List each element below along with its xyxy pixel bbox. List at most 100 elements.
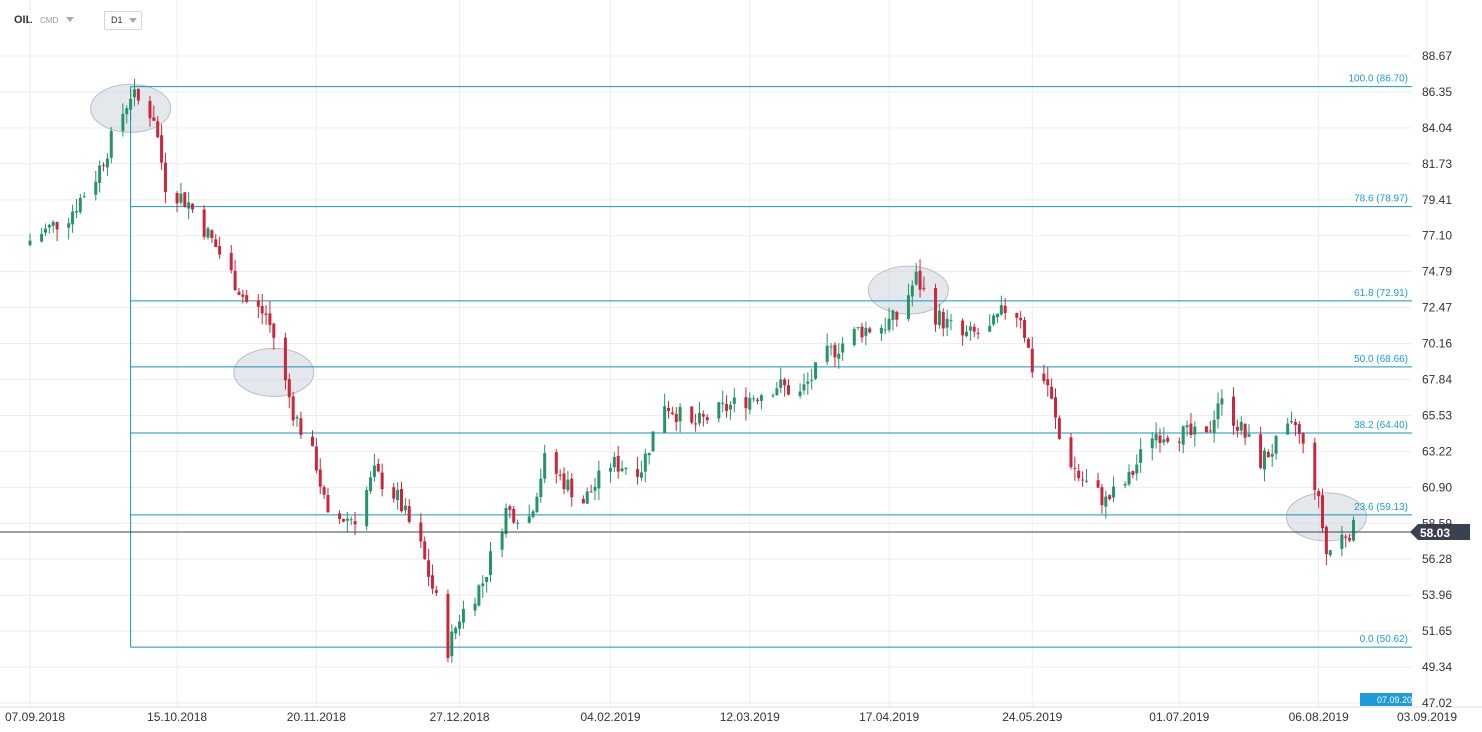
- market-label[interactable]: CMD: [40, 16, 59, 25]
- candle-up: [1212, 419, 1216, 434]
- candle-up: [752, 398, 756, 400]
- candle-down: [1166, 437, 1170, 442]
- candle-down: [1301, 433, 1305, 444]
- candle-down: [229, 252, 233, 271]
- candle-up: [906, 295, 910, 320]
- candle-down: [1053, 397, 1057, 418]
- candle-up: [678, 407, 682, 422]
- candle-down: [868, 328, 872, 333]
- candle-down: [268, 313, 272, 325]
- candle-up: [1262, 450, 1266, 470]
- price-axis[interactable]: 88.67 86.35 84.04 81.73 79.41 77.10 74.79 72.47…: [1422, 49, 1452, 710]
- candle-down: [701, 414, 705, 417]
- candle-up: [473, 603, 477, 611]
- x-tick-label: 24.05.2019: [1002, 710, 1062, 724]
- candle-down: [508, 506, 512, 510]
- symbol-label[interactable]: OIL: [14, 14, 33, 26]
- fib-level-label: 61.8 (72.91): [1354, 288, 1408, 299]
- y-tick-label: 72.47: [1422, 301, 1452, 315]
- candle-down: [1317, 490, 1321, 497]
- candle-down: [156, 121, 160, 138]
- candle-up: [179, 193, 183, 203]
- y-tick-label: 63.22: [1422, 444, 1452, 458]
- candle-down: [446, 593, 450, 659]
- candle-up: [349, 519, 353, 521]
- candle-down: [1050, 386, 1054, 399]
- candle-down: [310, 436, 314, 447]
- candle-up: [481, 583, 485, 587]
- candle-up: [643, 453, 647, 472]
- candle-down: [581, 498, 585, 504]
- chevron-down-icon: [129, 18, 137, 23]
- y-tick-label: 58.59: [1422, 516, 1452, 530]
- candle-down: [163, 162, 167, 193]
- chart-toolbar: OIL CMD D1: [0, 0, 400, 38]
- candle-up: [1193, 426, 1197, 435]
- candle-up: [539, 478, 543, 498]
- candle-down: [376, 463, 380, 472]
- candle-down: [670, 412, 674, 415]
- x-tick-label: 20.11.2018: [287, 710, 346, 724]
- candle-up: [477, 585, 481, 606]
- candle-up: [988, 325, 992, 332]
- candle-down: [667, 407, 671, 412]
- candle-down: [1232, 396, 1236, 426]
- y-tick-label: 53.96: [1422, 588, 1452, 602]
- y-tick-label: 56.28: [1422, 552, 1452, 566]
- candle-up: [856, 327, 860, 329]
- candle-up: [1150, 438, 1154, 449]
- candle-up: [543, 453, 547, 479]
- y-tick-label: 81.73: [1422, 157, 1452, 171]
- candle-down: [616, 455, 620, 472]
- candle-up: [937, 310, 941, 326]
- candle-up: [67, 223, 71, 228]
- y-tick-label: 86.35: [1422, 85, 1452, 99]
- candle-down: [1313, 442, 1317, 491]
- candle-down: [725, 404, 729, 411]
- symbol-dropdown-icon[interactable]: [66, 17, 74, 22]
- candle-down: [570, 478, 574, 498]
- candle-down: [256, 300, 260, 307]
- candle-down: [148, 101, 152, 119]
- candle-up: [396, 489, 400, 500]
- fibonacci-retracement[interactable]: 100.0 (86.70) 78.6 (78.97) 61.8 (72.91) 50.…: [130, 74, 1412, 648]
- candle-down: [918, 270, 922, 290]
- candle-up: [94, 181, 98, 195]
- candle-up: [71, 211, 75, 225]
- timeframe-select[interactable]: D1: [104, 11, 142, 30]
- x-tick-label: 04.02.2019: [580, 710, 640, 724]
- candle-down: [783, 379, 787, 386]
- current-price-value: 58.03: [1420, 526, 1450, 540]
- candle-down: [895, 312, 899, 320]
- candle-up: [1220, 398, 1224, 405]
- candle-down: [744, 397, 748, 409]
- candle-down: [1023, 320, 1027, 338]
- candle-up: [516, 522, 520, 524]
- candle-up: [964, 331, 968, 337]
- candle-down: [427, 560, 431, 577]
- candle-up: [1084, 480, 1088, 482]
- candle-up: [891, 310, 895, 321]
- candle-down: [1100, 487, 1104, 506]
- candle-down: [283, 337, 287, 381]
- time-axis[interactable]: 07.09.2018 15.10.2018 20.11.2018 27.12.2018…: [5, 710, 1457, 724]
- candle-down: [833, 344, 837, 358]
- candle-up: [814, 362, 818, 379]
- y-tick-label: 74.79: [1422, 265, 1452, 279]
- y-tick-label: 67.84: [1422, 373, 1452, 387]
- candle-up: [98, 165, 102, 184]
- candle-up: [732, 397, 736, 404]
- current-date-value: 07.09.2019: [1377, 695, 1422, 705]
- candle-up: [1112, 486, 1116, 498]
- candle-down: [674, 414, 678, 423]
- candle-down: [430, 575, 434, 589]
- fib-level-label: 78.6 (78.97): [1354, 194, 1408, 205]
- candle-up: [593, 486, 597, 491]
- candle-up: [403, 505, 407, 511]
- candle-down: [636, 469, 640, 477]
- candle-up: [748, 397, 752, 410]
- candle-up: [1185, 425, 1189, 428]
- candle-up: [663, 406, 667, 433]
- candle-up: [864, 327, 868, 336]
